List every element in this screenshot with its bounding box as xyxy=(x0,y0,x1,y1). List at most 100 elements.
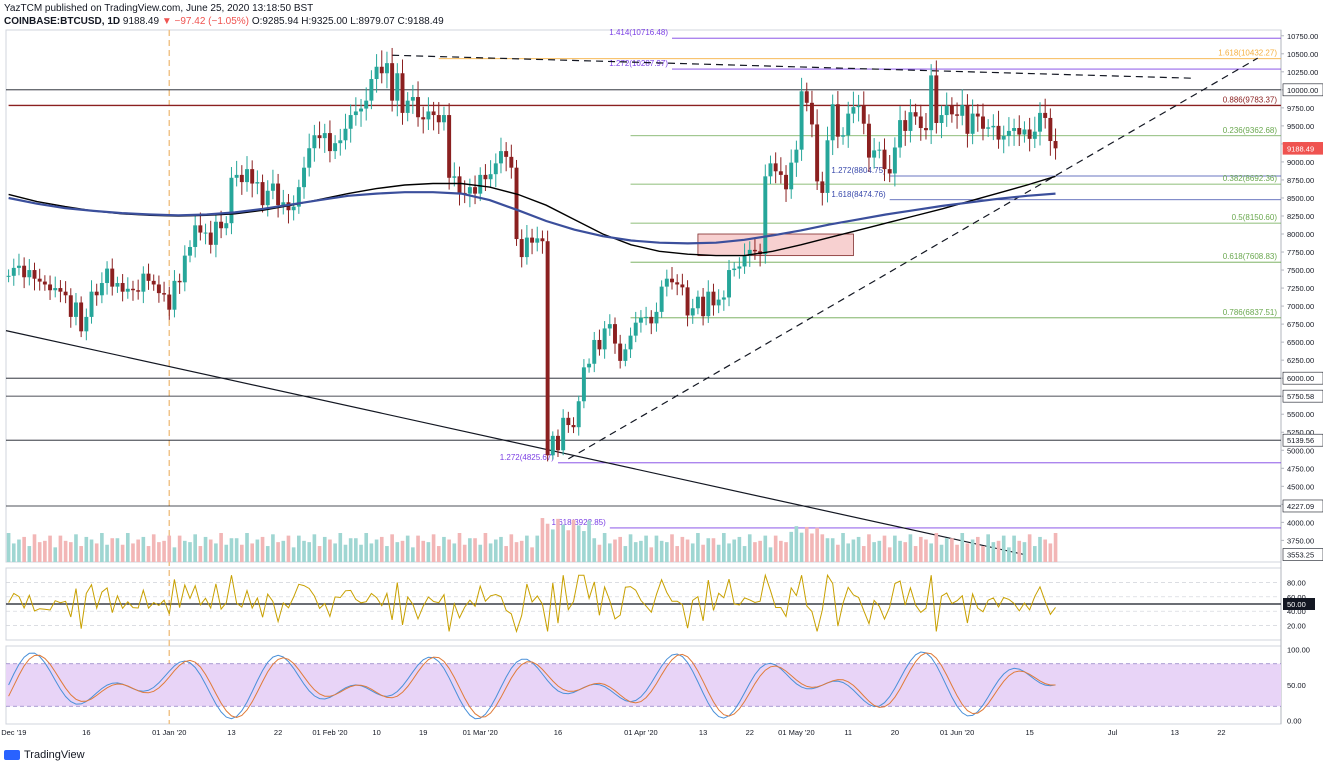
price-axis-tag xyxy=(1282,142,1323,155)
candle-body xyxy=(177,280,182,283)
volume-bar xyxy=(867,534,871,562)
candle-body xyxy=(949,105,954,115)
volume-bar xyxy=(499,536,503,562)
volume-bar xyxy=(234,538,239,562)
volume-bar xyxy=(872,542,876,562)
price-tick-label: 10500.00 xyxy=(1287,50,1318,59)
candle-body xyxy=(291,206,296,211)
candle-body xyxy=(986,127,991,129)
candle-body xyxy=(53,288,58,291)
candle-body xyxy=(504,151,509,157)
candle-body xyxy=(48,284,53,291)
volume-bar xyxy=(395,542,400,562)
volume-bar xyxy=(32,534,37,562)
volume-bar xyxy=(929,543,933,562)
candle-body xyxy=(296,187,301,207)
volume-bar xyxy=(550,529,555,562)
date-tick-label: 10 xyxy=(372,728,380,737)
price-axis-tag-label: 10000.00 xyxy=(1287,86,1318,95)
candle-body xyxy=(561,417,566,451)
price-axis-tag xyxy=(1282,548,1323,561)
volume-bar xyxy=(162,540,166,562)
price-axis-tag xyxy=(1282,499,1323,513)
candle-body xyxy=(602,328,607,350)
date-tick-label: 01 Jun '20 xyxy=(940,728,974,737)
price-tick-label: 9500.00 xyxy=(1287,122,1314,131)
candle-body xyxy=(830,104,835,141)
volume-bar xyxy=(680,536,685,562)
date-tick-label: 19 xyxy=(419,728,427,737)
candle-body xyxy=(592,339,597,364)
candle-body xyxy=(581,367,586,402)
candle-body xyxy=(685,287,690,316)
candle-body xyxy=(136,290,141,292)
candle-body xyxy=(970,113,975,134)
candle-body xyxy=(861,105,866,124)
candle-body xyxy=(436,115,441,123)
volume-bar xyxy=(182,540,187,562)
volume-bar xyxy=(68,542,73,562)
candle-body xyxy=(815,124,820,182)
candle-body xyxy=(763,176,768,255)
candle-body xyxy=(32,270,37,279)
candle-body xyxy=(597,339,602,350)
volume-bar xyxy=(452,543,457,562)
price-tick-label: 7000.00 xyxy=(1287,302,1314,311)
price-tick-label: 7250.00 xyxy=(1287,284,1314,293)
candle-body xyxy=(670,278,674,283)
volume-bar xyxy=(125,533,130,562)
fib-level-label: 0.236(9362.68) xyxy=(1223,126,1278,135)
candle-body xyxy=(338,140,343,144)
candle-body xyxy=(79,302,84,332)
candle-body xyxy=(255,182,260,184)
volume-bar xyxy=(1017,540,1022,562)
fib-level-label: 0.382(8692.36) xyxy=(1223,174,1278,183)
volume-bar xyxy=(6,533,11,562)
volume-bar xyxy=(198,546,203,562)
candle-body xyxy=(1001,135,1006,140)
candle-body xyxy=(1022,129,1027,135)
candle-body xyxy=(1032,131,1037,139)
candle-body xyxy=(519,239,524,258)
candle-body xyxy=(690,308,695,316)
volume-bar xyxy=(540,518,545,562)
volume-bar xyxy=(633,542,638,562)
fib-level-label: 1.618(8474.76) xyxy=(831,190,886,199)
candle-body xyxy=(530,237,535,243)
volume-bar xyxy=(649,547,654,562)
date-tick-label: 11 xyxy=(844,728,852,737)
volume-bar xyxy=(322,536,327,562)
candle-body xyxy=(841,135,846,137)
candle-body xyxy=(789,162,794,190)
volume-bar xyxy=(224,544,229,562)
volume-bar xyxy=(1043,539,1047,562)
candle-body xyxy=(701,296,706,317)
candle-body xyxy=(618,343,623,361)
volume-bar xyxy=(784,542,788,562)
candle-body xyxy=(499,151,503,164)
volume-bar xyxy=(830,538,835,562)
volume-bar xyxy=(918,536,923,562)
volume-bar xyxy=(37,542,42,562)
candle-body xyxy=(167,294,172,310)
candle-body xyxy=(1017,128,1022,135)
price-tick-label: 7500.00 xyxy=(1287,266,1314,275)
price-axis-tag-label: 5139.56 xyxy=(1287,436,1314,445)
date-tick-label: 01 Apr '20 xyxy=(624,728,658,737)
candle-body xyxy=(276,183,281,206)
ohlc-values: O:9285.94 H:9325.00 L:8979.07 C:9188.49 xyxy=(251,16,444,27)
candle-body xyxy=(151,280,156,285)
date-tick-label: 22 xyxy=(746,728,754,737)
candle-body xyxy=(250,169,255,184)
volume-bar xyxy=(286,535,291,562)
candle-body xyxy=(732,268,737,271)
candle-body xyxy=(996,125,1001,140)
volume-bar xyxy=(815,527,819,562)
volume-bar xyxy=(265,546,270,562)
candle-body xyxy=(747,249,752,256)
candle-body xyxy=(695,296,700,309)
volume-bar xyxy=(685,539,690,562)
candle-body xyxy=(981,116,985,129)
candle-body xyxy=(6,275,11,277)
